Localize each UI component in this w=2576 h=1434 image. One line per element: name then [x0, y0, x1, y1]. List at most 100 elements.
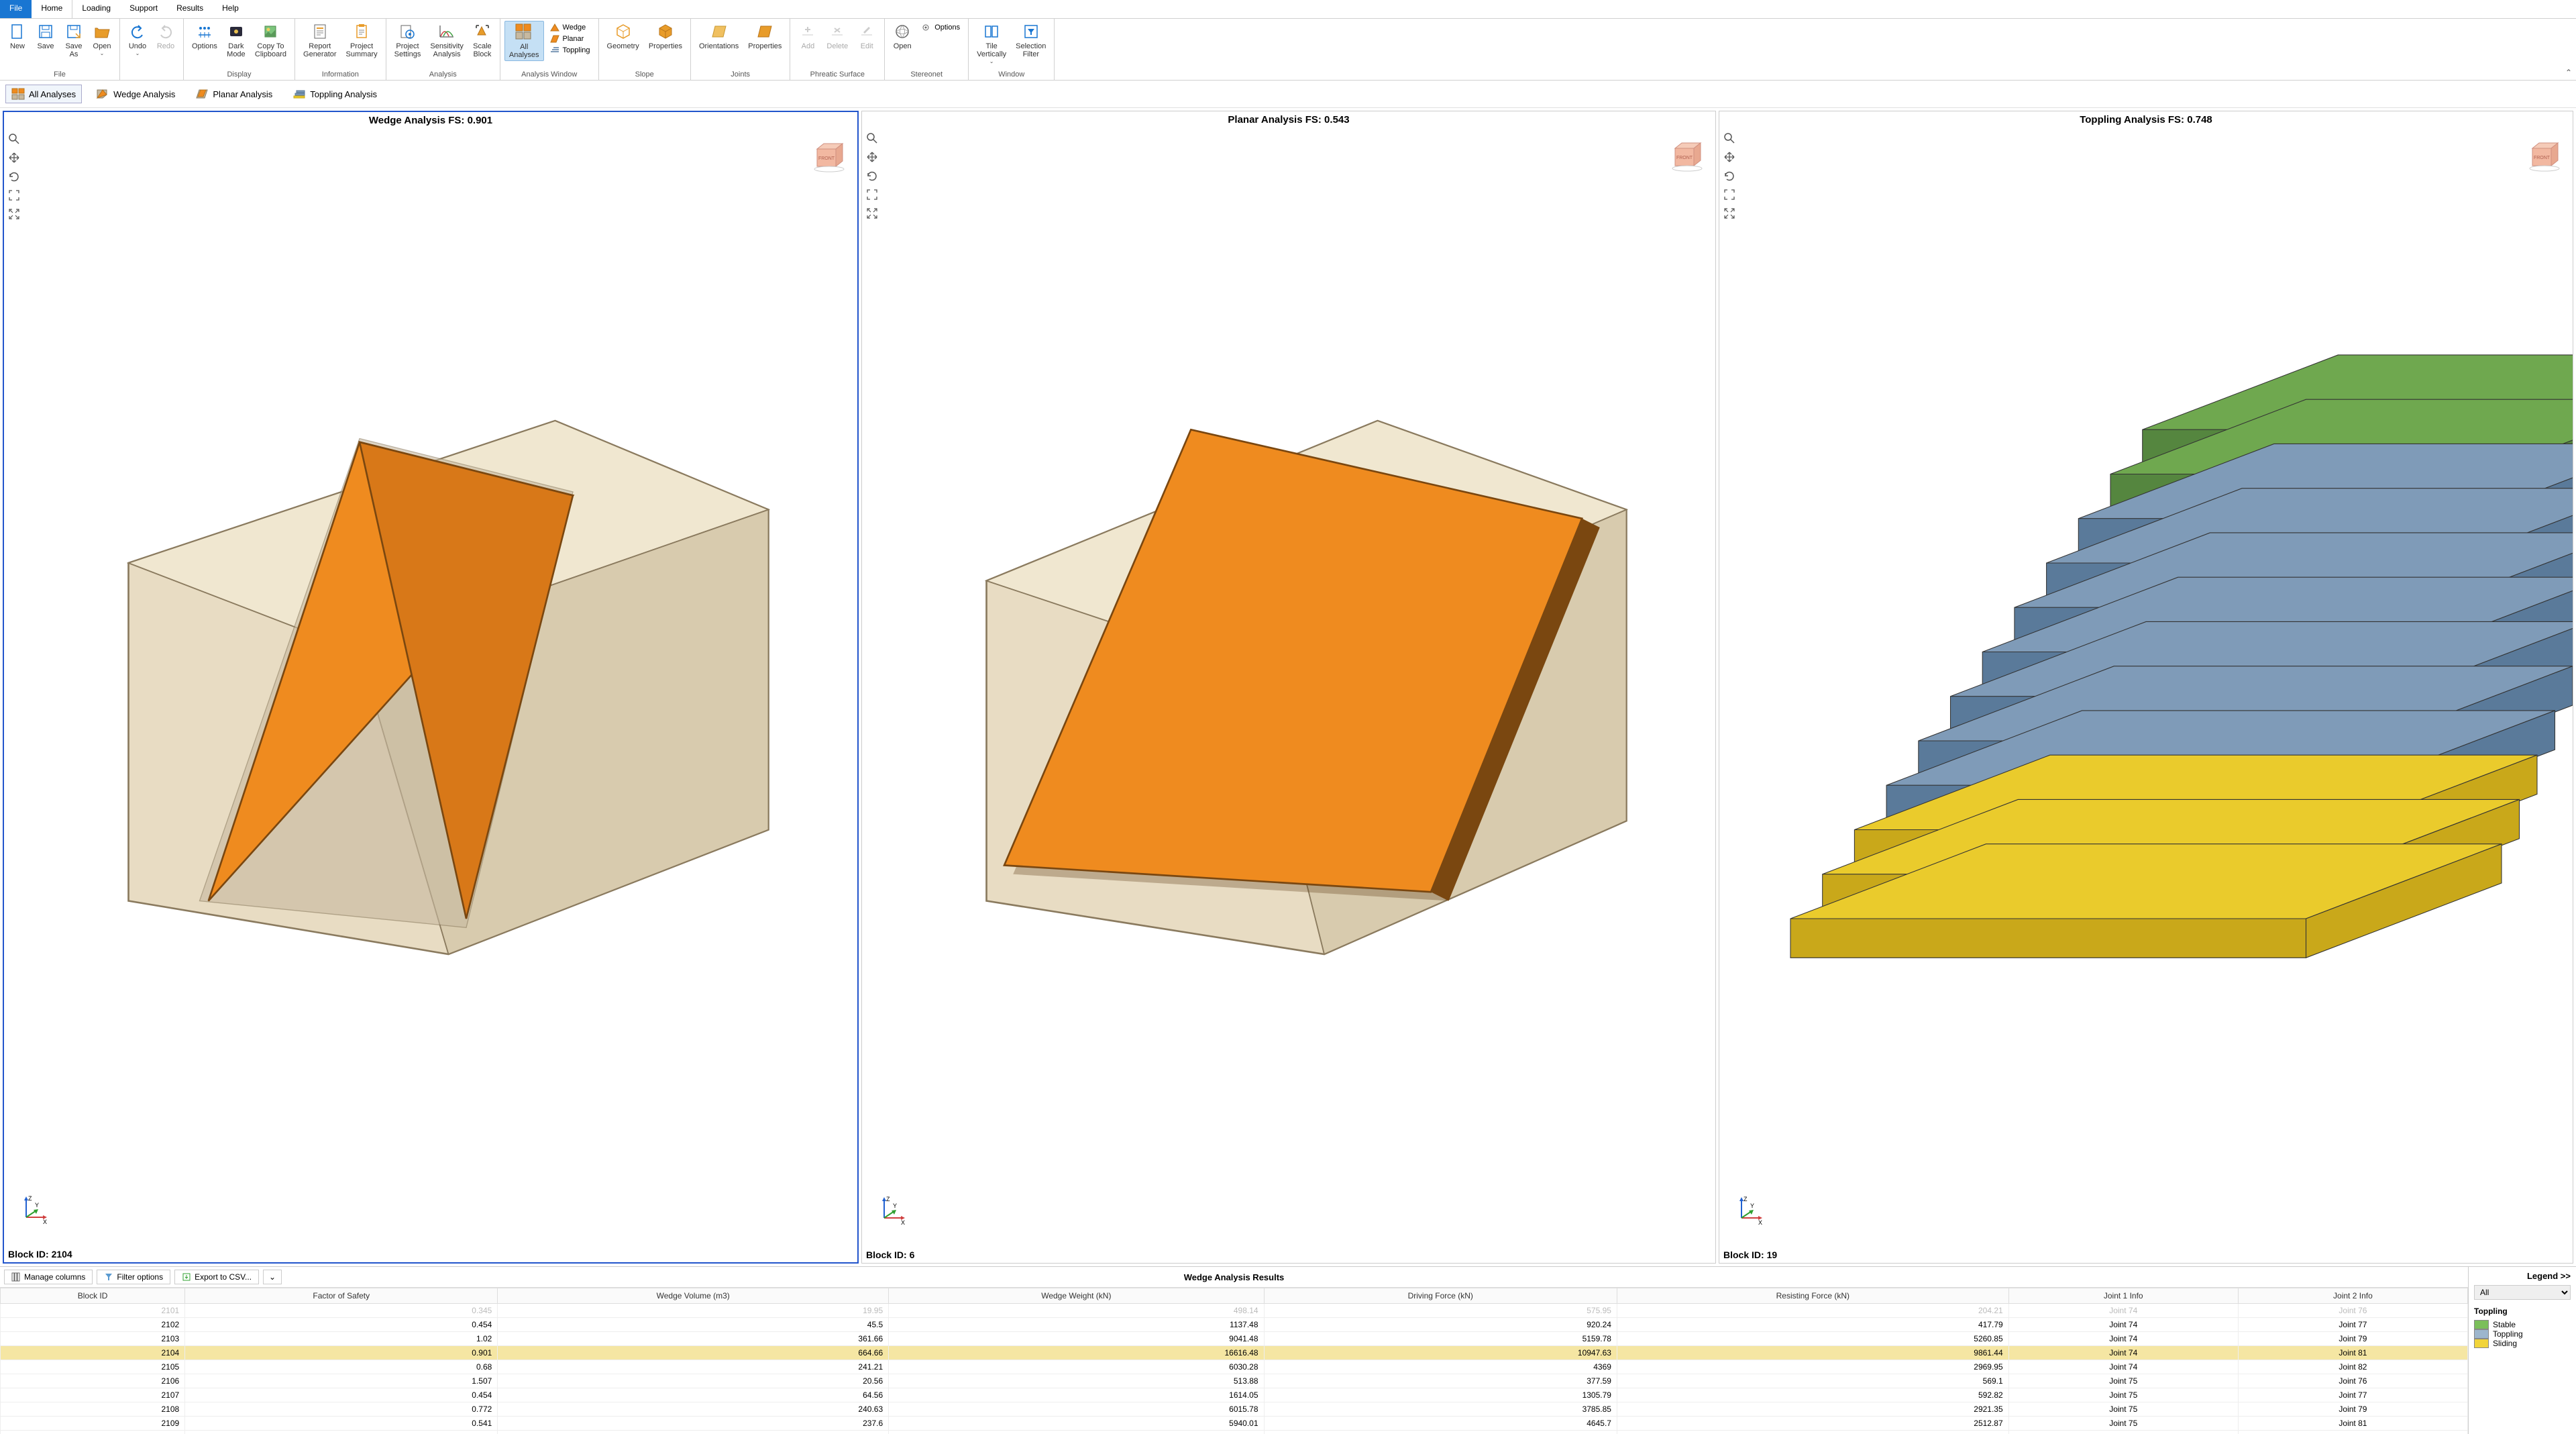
- table-row[interactable]: 21010.34519.95498.14575.95204.21Joint 74…: [1, 1304, 2468, 1318]
- tab-toppling-analysis[interactable]: Toppling Analysis: [286, 85, 383, 103]
- orientation-cube[interactable]: FRONT: [1668, 140, 1706, 172]
- viewport-toppling-canvas[interactable]: FRONT ZXY: [1719, 128, 2573, 1247]
- menu-tab-help[interactable]: Help: [213, 0, 248, 18]
- tab-wedge-analysis[interactable]: Wedge Analysis: [90, 85, 181, 103]
- wedge-window-button[interactable]: Wedge: [548, 22, 592, 33]
- viewport-planar[interactable]: Planar Analysis FS: 0.543 FRONT ZXY Bl: [861, 111, 1716, 1264]
- viewport-wedge-canvas[interactable]: FRONT ZXY: [4, 129, 857, 1246]
- open-button[interactable]: Open⌄: [89, 21, 115, 58]
- svg-text:Y: Y: [893, 1202, 897, 1209]
- toppling-window-button[interactable]: Toppling: [548, 45, 592, 56]
- tab-planar-analysis[interactable]: Planar Analysis: [189, 85, 278, 103]
- phreatic-edit-button[interactable]: Edit: [853, 21, 880, 52]
- phreatic-delete-button[interactable]: Delete: [822, 21, 852, 52]
- planar-window-button[interactable]: Planar: [548, 34, 592, 44]
- zoom-tool[interactable]: [7, 132, 21, 146]
- column-header[interactable]: Driving Force (kN): [1264, 1288, 1617, 1304]
- rotate-tool[interactable]: [865, 168, 879, 183]
- export-csv-button[interactable]: Export to CSV...: [174, 1270, 259, 1284]
- zoom-tool[interactable]: [1722, 131, 1737, 146]
- dark-mode-button[interactable]: Dark Mode: [223, 21, 250, 60]
- table-row[interactable]: 21061.50720.56513.88377.59569.1Joint 75J…: [1, 1374, 2468, 1388]
- zoom-tool[interactable]: [865, 131, 879, 146]
- table-cell: 10947.63: [1264, 1346, 1617, 1360]
- slope-properties-button[interactable]: Properties: [645, 21, 686, 52]
- menu-tab-file[interactable]: File: [0, 0, 32, 18]
- expand-tool[interactable]: [1722, 206, 1737, 221]
- table-row[interactable]: 21040.901664.6616616.4810947.639861.44Jo…: [1, 1346, 2468, 1360]
- joints-properties-button[interactable]: Properties: [744, 21, 786, 52]
- column-header[interactable]: Block ID: [1, 1288, 185, 1304]
- pan-tool[interactable]: [7, 150, 21, 165]
- export-dropdown-button[interactable]: ⌄: [263, 1270, 282, 1284]
- expand-tool[interactable]: [865, 206, 879, 221]
- table-row[interactable]: 21050.68241.216030.2843692969.95Joint 74…: [1, 1360, 2468, 1374]
- orientation-cube[interactable]: FRONT: [810, 141, 848, 173]
- menu-tab-home[interactable]: Home: [32, 0, 72, 18]
- table-row[interactable]: 21080.772240.636015.783785.852921.35Join…: [1, 1402, 2468, 1417]
- menu-tab-loading[interactable]: Loading: [72, 0, 120, 18]
- column-header[interactable]: Resisting Force (kN): [1617, 1288, 2008, 1304]
- options-button[interactable]: Options: [188, 21, 221, 52]
- results-table-wrap[interactable]: Block IDFactor of SafetyWedge Volume (m3…: [0, 1288, 2468, 1434]
- table-row[interactable]: 21020.45445.51137.48920.24417.79Joint 74…: [1, 1318, 2468, 1332]
- rotate-tool[interactable]: [7, 169, 21, 184]
- report-generator-button[interactable]: Report Generator: [299, 21, 341, 60]
- legend-item[interactable]: Sliding: [2474, 1339, 2571, 1348]
- geometry-button[interactable]: Geometry: [603, 21, 643, 52]
- viewport-wedge-footer: Block ID: 2104: [4, 1246, 857, 1262]
- fit-tool[interactable]: [7, 188, 21, 203]
- pan-tool[interactable]: [865, 150, 879, 164]
- table-row[interactable]: 21031.02361.669041.485159.785260.85Joint…: [1, 1332, 2468, 1346]
- viewport-planar-canvas[interactable]: FRONT ZXY: [862, 128, 1715, 1247]
- project-settings-button[interactable]: Project Settings: [390, 21, 425, 60]
- ribbon-group-stereonet-label: Stereonet: [889, 69, 964, 79]
- column-header[interactable]: Wedge Weight (kN): [889, 1288, 1264, 1304]
- legend-item[interactable]: Stable: [2474, 1320, 2571, 1329]
- copy-clipboard-button[interactable]: Copy To Clipboard: [251, 21, 290, 60]
- project-summary-button[interactable]: Project Summary: [342, 21, 382, 60]
- viewport-toppling[interactable]: Toppling Analysis FS: 0.748 FRONT ZXY Bl…: [1719, 111, 2573, 1264]
- save-as-button[interactable]: Save As: [60, 21, 87, 60]
- menu-tab-results[interactable]: Results: [167, 0, 213, 18]
- rotate-tool[interactable]: [1722, 168, 1737, 183]
- ribbon-collapse-button[interactable]: ⌃: [2565, 68, 2572, 77]
- tile-vertically-button[interactable]: Tile Vertically⌄: [973, 21, 1010, 66]
- menu-tab-support[interactable]: Support: [120, 0, 167, 18]
- save-button[interactable]: Save: [32, 21, 59, 52]
- column-header[interactable]: Wedge Volume (m3): [498, 1288, 889, 1304]
- expand-tool[interactable]: [7, 207, 21, 221]
- redo-button[interactable]: Redo: [152, 21, 179, 52]
- table-cell: Joint 79: [2238, 1402, 2467, 1417]
- sensitivity-analysis-button[interactable]: Sensitivity Analysis: [426, 21, 468, 60]
- pan-tool[interactable]: [1722, 150, 1737, 164]
- orientations-button[interactable]: Orientations: [695, 21, 743, 52]
- manage-columns-button[interactable]: Manage columns: [4, 1270, 93, 1284]
- fit-tool[interactable]: [1722, 187, 1737, 202]
- column-header[interactable]: Joint 1 Info: [2008, 1288, 2238, 1304]
- orientation-cube[interactable]: FRONT: [2526, 140, 2563, 172]
- stereonet-open-button[interactable]: Open: [889, 21, 916, 52]
- fit-tool[interactable]: [865, 187, 879, 202]
- table-cell: 498.14: [889, 1304, 1264, 1318]
- undo-button[interactable]: Undo⌄: [124, 21, 151, 58]
- legend-title[interactable]: Legend >>: [2474, 1271, 2571, 1281]
- filter-options-button[interactable]: Filter options: [97, 1270, 170, 1284]
- table-row[interactable]: 21070.45464.561614.051305.79592.82Joint …: [1, 1388, 2468, 1402]
- phreatic-add-button[interactable]: Add: [794, 21, 821, 52]
- legend-swatch: [2474, 1339, 2489, 1348]
- legend-filter-select[interactable]: All: [2474, 1285, 2571, 1300]
- viewport-wedge[interactable]: Wedge Analysis FS: 0.901 FRONT: [3, 111, 859, 1264]
- column-header[interactable]: Factor of Safety: [185, 1288, 498, 1304]
- new-button[interactable]: New: [4, 21, 31, 52]
- all-analyses-button[interactable]: All Analyses: [504, 21, 544, 61]
- table-row[interactable]: 21100.478213.665341.474282.492047.77Join…: [1, 1431, 2468, 1434]
- column-header[interactable]: Joint 2 Info: [2238, 1288, 2467, 1304]
- scale-block-button[interactable]: Scale Block: [469, 21, 496, 60]
- table-cell: 213.66: [498, 1431, 889, 1434]
- tab-all-analyses[interactable]: All Analyses: [5, 85, 82, 103]
- table-row[interactable]: 21090.541237.65940.014645.72512.87Joint …: [1, 1417, 2468, 1431]
- stereonet-options-button[interactable]: Options: [920, 22, 961, 33]
- selection-filter-button[interactable]: Selection Filter: [1012, 21, 1050, 60]
- legend-item[interactable]: Toppling: [2474, 1329, 2571, 1339]
